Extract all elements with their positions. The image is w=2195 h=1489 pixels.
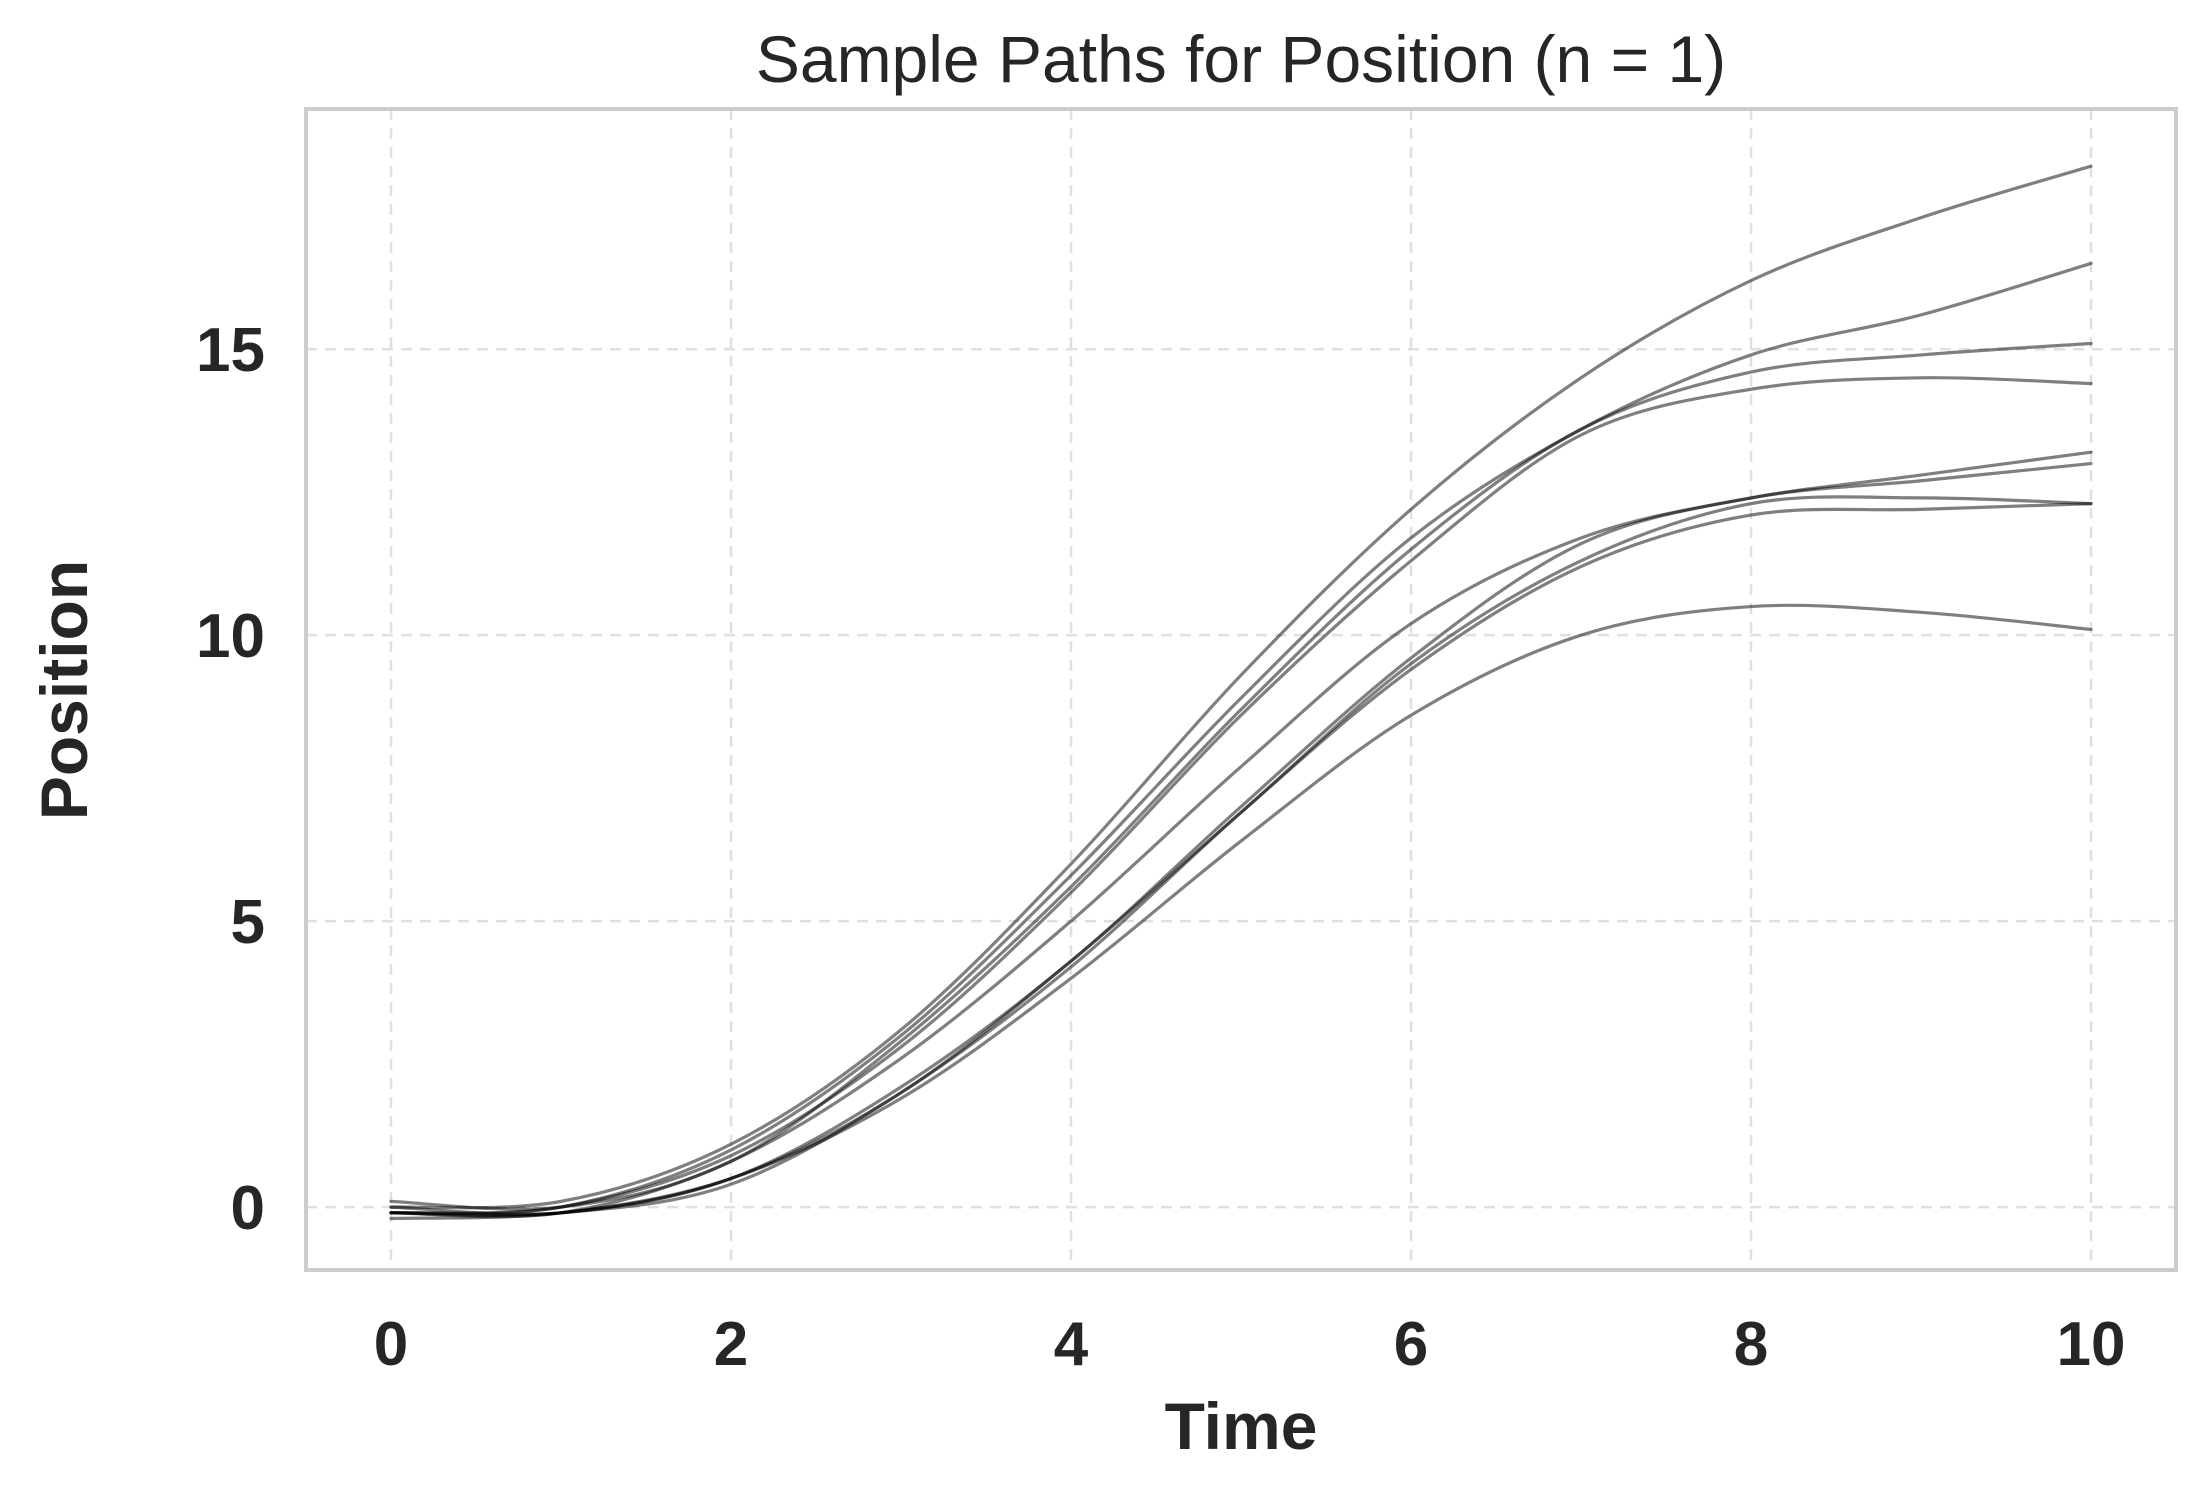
series-line-3 — [389, 341, 2093, 1211]
x-tick-label: 2 — [714, 1310, 748, 1379]
y-tick-label: 10 — [196, 602, 265, 671]
y-tick-label: 0 — [231, 1174, 265, 1243]
series-line-7 — [389, 495, 2093, 1216]
chart-title: Sample Paths for Position (n = 1) — [756, 22, 1726, 96]
x-tick-label: 0 — [374, 1310, 408, 1379]
series-lines — [389, 164, 2093, 1221]
series-line-8 — [389, 502, 2093, 1217]
series-line-9 — [389, 603, 2093, 1221]
plot-frame — [304, 107, 2178, 1272]
x-tick-label: 4 — [1054, 1310, 1089, 1379]
grid — [306, 109, 2176, 1270]
y-tick-label: 15 — [196, 316, 265, 385]
x-axis-label: Time — [1165, 1389, 1318, 1463]
series-line-2 — [389, 261, 2093, 1216]
tick-labels: 0 2 4 6 8 10 0 5 10 15 — [196, 316, 2125, 1379]
series-line-5 — [389, 450, 2093, 1219]
series-line-4 — [389, 376, 2093, 1215]
y-axis-label: Position — [27, 560, 101, 820]
series-line-1 — [389, 164, 2093, 1210]
x-tick-label: 8 — [1734, 1310, 1768, 1379]
y-tick-label: 5 — [231, 888, 265, 957]
x-tick-label: 10 — [2057, 1310, 2126, 1379]
x-tick-label: 6 — [1394, 1310, 1428, 1379]
